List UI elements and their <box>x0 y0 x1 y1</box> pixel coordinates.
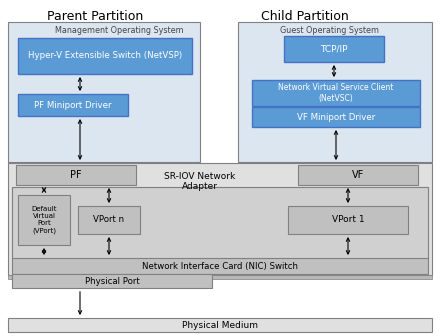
Bar <box>252 80 420 106</box>
Bar <box>78 206 140 234</box>
Bar <box>8 163 432 275</box>
Text: VF: VF <box>352 170 364 180</box>
Bar <box>18 94 128 116</box>
Text: TCP/IP: TCP/IP <box>320 44 348 53</box>
Bar <box>8 318 432 332</box>
Text: Network Interface Card (NIC) Switch: Network Interface Card (NIC) Switch <box>142 261 298 270</box>
Bar <box>238 22 432 162</box>
Bar <box>8 22 200 162</box>
Text: Parent Partition: Parent Partition <box>47 10 143 23</box>
Bar <box>18 195 70 245</box>
Text: Child Partition: Child Partition <box>261 10 349 23</box>
Text: Guest Operating System: Guest Operating System <box>280 26 379 35</box>
Bar <box>12 187 428 259</box>
Text: VPort 1: VPort 1 <box>332 215 364 224</box>
Text: Management Operating System: Management Operating System <box>55 26 183 35</box>
Text: Physical Medium: Physical Medium <box>182 321 258 330</box>
Bar <box>16 165 136 185</box>
Bar <box>18 38 192 74</box>
Text: Default
Virtual
Port
(VPort): Default Virtual Port (VPort) <box>31 206 57 234</box>
Bar <box>8 275 432 279</box>
Bar <box>12 258 428 274</box>
Bar <box>288 206 408 234</box>
Bar <box>298 165 418 185</box>
Bar <box>12 274 212 288</box>
Text: VF Miniport Driver: VF Miniport Driver <box>297 113 375 122</box>
Text: PF: PF <box>70 170 82 180</box>
Text: Hyper-V Extensible Switch (NetVSP): Hyper-V Extensible Switch (NetVSP) <box>28 51 182 60</box>
Text: PF Miniport Driver: PF Miniport Driver <box>34 100 112 110</box>
Bar <box>284 36 384 62</box>
Text: Physical Port: Physical Port <box>84 277 139 286</box>
Text: Network Virtual Service Client
(NetVSC): Network Virtual Service Client (NetVSC) <box>279 83 394 103</box>
Text: VPort n: VPort n <box>93 215 125 224</box>
Text: SR-IOV Network
Adapter: SR-IOV Network Adapter <box>165 172 236 192</box>
Bar <box>252 107 420 127</box>
